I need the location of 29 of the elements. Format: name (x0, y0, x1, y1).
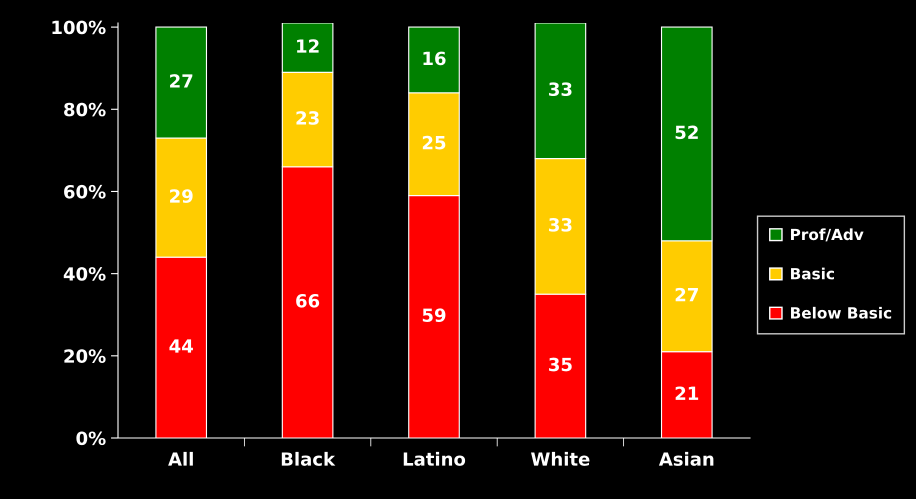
data-label: 33 (549, 218, 572, 232)
x-tick-label: Latino (404, 452, 466, 466)
x-tick-label: Black (282, 452, 336, 466)
y-tick-label: 20% (64, 349, 106, 363)
data-label: 25 (422, 136, 446, 150)
y-tick-label: 0% (76, 431, 106, 446)
data-label: 29 (170, 189, 193, 203)
x-tick-label: Asian (658, 452, 714, 466)
legend-label: Basic (791, 268, 834, 280)
data-label: 16 (423, 52, 446, 66)
x-tick-label: White (531, 452, 590, 466)
y-tick-label: 80% (64, 102, 106, 116)
data-label: 27 (676, 288, 698, 302)
data-label: 12 (297, 39, 319, 53)
legend-label: Prof/Adv (791, 228, 864, 242)
x-tick-label: All (168, 452, 193, 466)
data-label: 52 (676, 126, 698, 140)
data-label: 27 (170, 74, 192, 88)
legend-label: Below Basic (791, 306, 892, 319)
y-tick-label: 100% (52, 20, 106, 34)
y-tick-label: 40% (64, 267, 106, 281)
y-tick-label: 60% (64, 184, 106, 199)
data-label: 35 (549, 358, 572, 372)
data-label: 59 (422, 308, 446, 322)
data-label: 44 (169, 339, 193, 353)
data-label: 33 (549, 82, 572, 96)
data-label: 23 (296, 111, 319, 125)
data-label: 21 (676, 386, 698, 400)
data-label: 66 (296, 294, 320, 308)
